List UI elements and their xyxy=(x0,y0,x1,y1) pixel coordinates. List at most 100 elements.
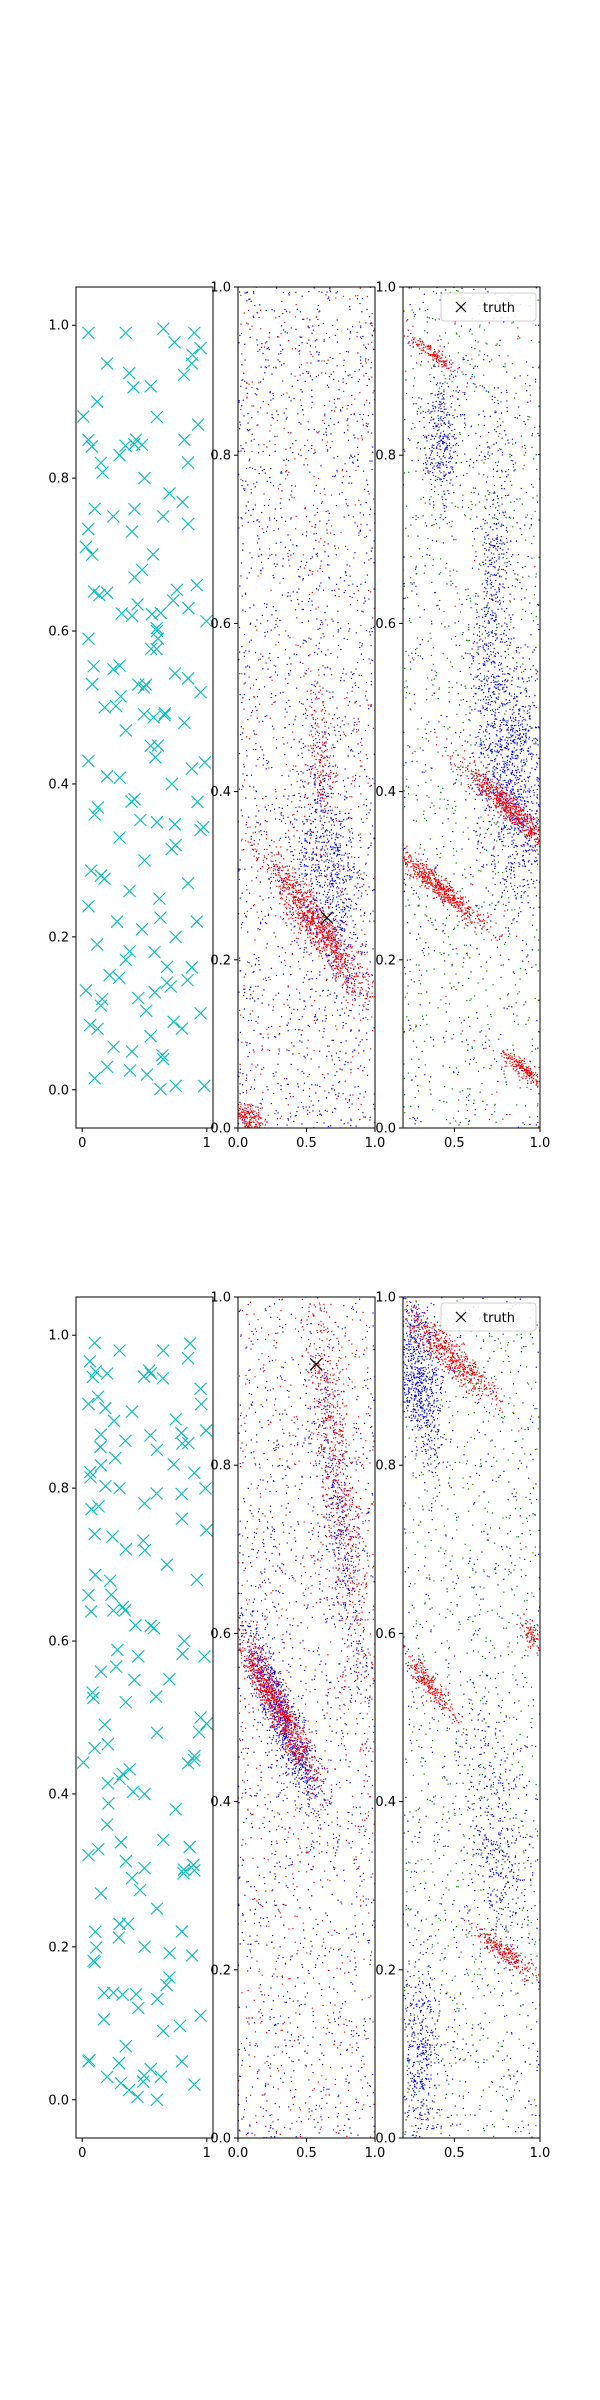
scatter-point xyxy=(302,919,304,921)
scatter-point xyxy=(323,1122,325,1124)
scatter-point xyxy=(325,1097,328,1099)
scatter-point xyxy=(273,865,275,867)
scatter-point xyxy=(319,974,321,976)
scatter-point xyxy=(354,398,356,400)
scatter-point xyxy=(471,788,473,790)
scatter-point xyxy=(317,681,319,683)
scatter-point xyxy=(255,733,257,736)
scatter-point xyxy=(502,365,505,368)
scatter-point xyxy=(330,951,332,953)
scatter-point xyxy=(321,693,323,695)
scatter-point xyxy=(333,950,335,952)
scatter-point xyxy=(352,326,354,328)
scatter-point xyxy=(357,294,359,297)
scatter-point xyxy=(363,912,366,914)
scatter-point xyxy=(318,944,320,946)
scatter-point xyxy=(283,878,285,880)
scatter-point xyxy=(254,1111,256,1113)
scatter-point xyxy=(286,711,288,713)
scatter-point xyxy=(367,724,369,726)
scatter-point xyxy=(321,924,323,926)
scatter-point xyxy=(317,795,319,797)
scatter-point xyxy=(319,950,322,952)
scatter-point xyxy=(320,538,322,540)
scatter-point xyxy=(345,503,348,505)
scatter-point xyxy=(299,1040,301,1042)
scatter-point xyxy=(339,878,341,880)
scatter-point xyxy=(307,916,309,918)
scatter-point xyxy=(279,875,281,877)
scatter-point xyxy=(240,1014,242,1016)
scatter-point xyxy=(331,747,333,749)
scatter-point xyxy=(277,336,279,338)
scatter-point xyxy=(334,935,336,937)
scatter-point xyxy=(348,816,350,819)
scatter-point xyxy=(361,765,363,767)
scatter-point xyxy=(239,1031,242,1034)
scatter-point xyxy=(317,669,320,671)
scatter-point xyxy=(311,883,313,885)
scatter-point xyxy=(297,913,299,915)
scatter-point xyxy=(291,891,294,893)
scatter-point xyxy=(335,967,337,969)
scatter-point xyxy=(304,712,307,714)
scatter-point xyxy=(332,620,334,622)
scatter-point xyxy=(333,847,335,849)
scatter-point xyxy=(315,864,317,866)
scatter-point xyxy=(340,941,342,943)
scatter-point xyxy=(312,765,314,767)
scatter-point xyxy=(343,865,345,867)
scatter-point xyxy=(323,854,325,856)
scatter-point xyxy=(251,965,253,967)
scatter-point xyxy=(318,759,320,761)
scatter-point xyxy=(251,711,253,714)
scatter-point xyxy=(242,399,244,401)
scatter-point xyxy=(347,898,350,900)
scatter-point xyxy=(410,709,412,711)
scatter-point xyxy=(325,932,327,934)
scatter-point xyxy=(328,765,330,768)
scatter-point xyxy=(367,490,369,492)
scatter-point xyxy=(286,999,288,1001)
scatter-point xyxy=(349,1009,351,1011)
scatter-point xyxy=(284,308,286,311)
scatter-point xyxy=(304,865,306,867)
scatter-point xyxy=(240,408,242,411)
scatter-point xyxy=(294,375,296,377)
scatter-point xyxy=(373,330,375,332)
scatter-point xyxy=(317,863,319,866)
scatter-point xyxy=(317,792,319,794)
scatter-point xyxy=(256,424,258,426)
scatter-point xyxy=(348,1100,350,1102)
scatter-point xyxy=(328,929,330,931)
scatter-point xyxy=(253,696,255,698)
scatter-point xyxy=(370,367,372,369)
scatter-point xyxy=(321,939,323,941)
scatter-point xyxy=(350,962,352,964)
scatter-point xyxy=(328,907,330,909)
scatter-point xyxy=(359,993,361,995)
scatter-point xyxy=(310,889,313,891)
scatter-point xyxy=(371,341,373,343)
scatter-point xyxy=(432,501,435,503)
scatter-point xyxy=(281,472,283,474)
scatter-point xyxy=(325,796,328,798)
scatter-point xyxy=(255,742,257,745)
scatter-point xyxy=(317,940,319,942)
scatter-point xyxy=(353,413,355,416)
scatter-point xyxy=(245,1079,247,1082)
scatter-point xyxy=(292,913,295,915)
scatter-point xyxy=(368,493,370,495)
scatter-point xyxy=(287,886,289,888)
scatter-point xyxy=(347,505,349,507)
scatter-point xyxy=(311,918,313,920)
x-marker xyxy=(166,594,180,607)
scatter-point xyxy=(345,880,347,882)
scatter-point xyxy=(338,945,340,947)
scatter-point xyxy=(287,829,290,831)
scatter-point xyxy=(523,1123,526,1126)
x-marker xyxy=(187,326,201,340)
scatter-point xyxy=(257,822,259,824)
scatter-point xyxy=(365,360,367,362)
scatter-point xyxy=(336,866,339,869)
